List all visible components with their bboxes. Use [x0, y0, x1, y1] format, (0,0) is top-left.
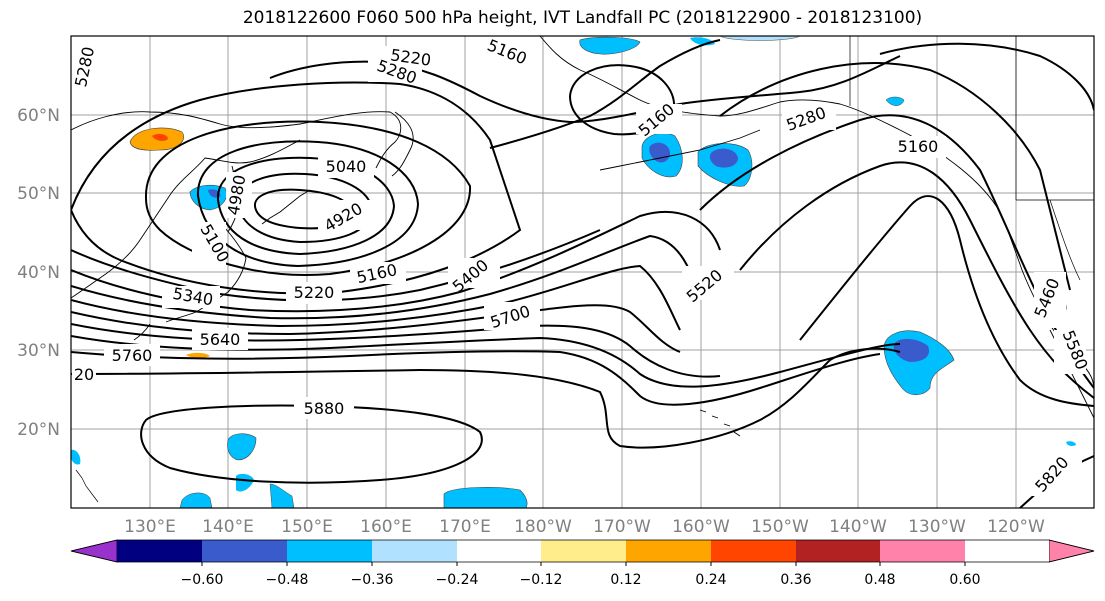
lon-label: 120°W — [987, 517, 1045, 537]
map-border — [70, 35, 1095, 509]
ivt-blob-bering-1 — [579, 36, 641, 55]
asia-coast — [71, 111, 402, 299]
lon-label: 150°W — [751, 517, 809, 537]
colorbar-outline — [70, 539, 1095, 563]
colorbar-segment — [457, 540, 541, 562]
graticule — [71, 36, 1094, 508]
colorbar-tick-label: 0.24 — [695, 572, 726, 588]
hawaii — [699, 409, 741, 437]
contour-label: 5160 — [898, 137, 939, 156]
lat-label: 40°N — [17, 263, 60, 283]
lon-label: 170°W — [593, 517, 651, 537]
lat-label: 20°N — [17, 420, 60, 440]
colorbar-tick-label: 0.12 — [610, 572, 641, 588]
philippines — [75, 469, 99, 503]
lon-label: 130°E — [124, 517, 176, 537]
contour-5160-west — [144, 120, 472, 276]
lon-label: 160°W — [672, 517, 730, 537]
map-title: 2018122600 F060 500 hPa height, IVT Land… — [242, 8, 923, 28]
height-contours — [71, 39, 1094, 508]
contour-5700 — [71, 335, 901, 388]
lat-label: 50°N — [17, 184, 60, 204]
colorbar-segment — [626, 540, 711, 562]
lon-label: 140°W — [829, 517, 887, 537]
lat-label: 60°N — [17, 106, 60, 126]
contour-5820 — [71, 347, 901, 449]
contour-east-trough-4 — [799, 195, 1094, 407]
ivt-blob-subtropic-west — [227, 433, 257, 461]
colorbar-segment — [796, 540, 880, 562]
colorbar-tick-label: −0.48 — [266, 572, 309, 588]
colorbar-extend-low — [70, 539, 118, 563]
colorbar-tick-label: −0.24 — [436, 572, 479, 588]
contour-label: 20 — [74, 365, 94, 384]
contour-label-masks — [72, 40, 1086, 496]
colorbar-extend-high — [1048, 539, 1095, 563]
colorbar: −0.60 −0.48 −0.36 −0.24 −0.12 0.12 0.24 … — [70, 539, 1095, 588]
contour-5460 — [71, 234, 701, 320]
lon-label: 140°E — [202, 517, 254, 537]
colorbar-segment — [880, 540, 965, 562]
ivt-blob-gulf-alaska-small — [885, 96, 905, 106]
lon-label: 150°E — [281, 517, 333, 537]
colorbar-segment — [372, 540, 457, 562]
kamchatka — [391, 111, 414, 177]
lon-label: 130°W — [908, 517, 966, 537]
contour-5880 — [140, 404, 483, 484]
lat-label: 30°N — [17, 341, 60, 361]
colorbar-tick-label: 0.36 — [780, 572, 811, 588]
kurils — [261, 189, 311, 225]
contour-5220 — [71, 81, 522, 295]
colorbar-segment — [117, 540, 202, 562]
colorbar-segment — [965, 540, 1049, 562]
aleutians — [599, 129, 761, 171]
contour-5160-east — [489, 39, 721, 149]
contour-5280-east — [879, 42, 1094, 111]
lon-labels: 130°E 140°E 150°E 160°E 170°E 180°W 170°… — [124, 517, 1045, 537]
colorbar-tick-label: 0.60 — [949, 572, 980, 588]
contour-label: 5220 — [294, 283, 335, 302]
lon-label: 180°W — [514, 517, 572, 537]
colorbar-tick-label: −0.60 — [181, 572, 224, 588]
colorbar-segment — [287, 540, 372, 562]
contour-label: 5760 — [112, 346, 153, 365]
colorbar-tick-label: 0.48 — [864, 572, 895, 588]
colorbar-tick-label: −0.36 — [351, 572, 394, 588]
colorbar-ticks — [201, 562, 966, 566]
contour-label: 5880 — [304, 399, 345, 418]
contour-east-trough-1 — [719, 62, 1071, 291]
lat-labels: 60°N 50°N 40°N 30°N 20°N — [17, 106, 60, 440]
contour-5040 — [216, 156, 396, 256]
lon-label: 170°E — [439, 517, 491, 537]
contour-label: 5040 — [326, 157, 367, 176]
contour-5760 — [71, 350, 881, 406]
lon-label: 160°E — [360, 517, 412, 537]
na-borders — [849, 36, 1094, 281]
colorbar-segment — [711, 540, 796, 562]
contour-5100 — [196, 140, 420, 268]
colorbar-segment — [202, 540, 287, 562]
colorbar-segment — [541, 540, 626, 562]
ivt-blob-subtropic-small — [186, 352, 210, 359]
contour-5520 — [71, 264, 681, 331]
colorbar-tick-label: −0.12 — [520, 572, 563, 588]
contour-east-trough-3 — [739, 161, 1094, 399]
contour-label: 5640 — [200, 330, 241, 349]
